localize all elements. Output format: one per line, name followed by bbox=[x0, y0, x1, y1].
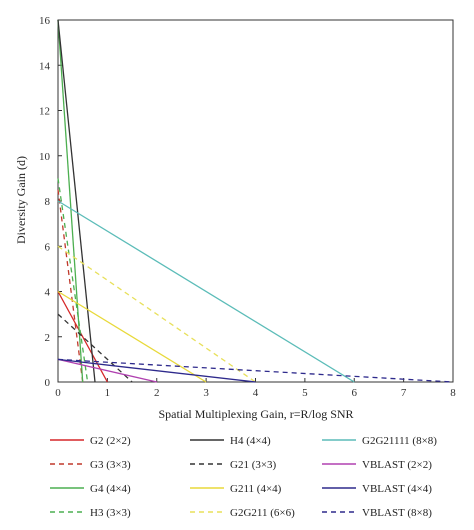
y-tick-label: 4 bbox=[45, 287, 51, 299]
x-tick-label: 8 bbox=[450, 387, 456, 399]
legend-label: VBLAST (2×2) bbox=[362, 459, 432, 471]
series-line bbox=[57, 358, 157, 383]
y-tick-label: 10 bbox=[39, 151, 51, 163]
y-tick-label: 6 bbox=[45, 241, 51, 253]
legend-label: G2 (2×2) bbox=[90, 435, 131, 447]
x-tick-label: 6 bbox=[352, 387, 358, 399]
y-tick-label: 16 bbox=[39, 15, 51, 27]
series-line bbox=[57, 19, 96, 383]
series-line bbox=[57, 189, 84, 383]
x-tick-label: 0 bbox=[55, 387, 61, 399]
legend: G2 (2×2) G3 (3×3) G4 (4×4) H3 (3×3) H4 (4×4)… bbox=[50, 435, 437, 519]
y-tick-label: 8 bbox=[45, 196, 51, 208]
y-tick-label: 12 bbox=[39, 106, 50, 118]
series-line bbox=[57, 313, 133, 383]
x-tick-label: 7 bbox=[401, 387, 407, 399]
x-axis-label: Spatial Multiplexing Gain, r=R/log SNR bbox=[158, 407, 353, 421]
x-tick-label: 2 bbox=[154, 387, 160, 399]
series-lines bbox=[57, 19, 454, 383]
legend-label: VBLAST (8×8) bbox=[362, 507, 432, 519]
y-tick-label: 0 bbox=[45, 377, 51, 389]
series-line bbox=[57, 358, 256, 383]
series-line bbox=[57, 245, 256, 383]
legend-label: G4 (4×4) bbox=[90, 483, 131, 495]
series-line bbox=[57, 358, 454, 383]
x-tick-label: 3 bbox=[203, 387, 209, 399]
legend-label: H4 (4×4) bbox=[230, 435, 271, 447]
x-tick-label: 4 bbox=[253, 387, 259, 399]
x-tick-label: 5 bbox=[302, 387, 308, 399]
legend-label: G211 (4×4) bbox=[230, 483, 282, 495]
series-line bbox=[57, 178, 89, 383]
legend-label: G3 (3×3) bbox=[90, 459, 131, 471]
series-line bbox=[57, 290, 207, 383]
legend-label: VBLAST (4×4) bbox=[362, 483, 432, 495]
legend-label: H3 (3×3) bbox=[90, 507, 131, 519]
y-axis-label: Diversity Gain (d) bbox=[14, 156, 28, 244]
y-tick-label: 14 bbox=[39, 60, 51, 72]
y-tick-label: 2 bbox=[45, 332, 51, 344]
legend-label: G2G21111 (8×8) bbox=[362, 435, 437, 447]
series-line bbox=[57, 200, 355, 383]
series-line bbox=[57, 291, 108, 383]
x-tick-label: 1 bbox=[105, 387, 111, 399]
legend-label: G21 (3×3) bbox=[230, 459, 277, 471]
legend-label: G2G211 (6×6) bbox=[230, 507, 295, 519]
